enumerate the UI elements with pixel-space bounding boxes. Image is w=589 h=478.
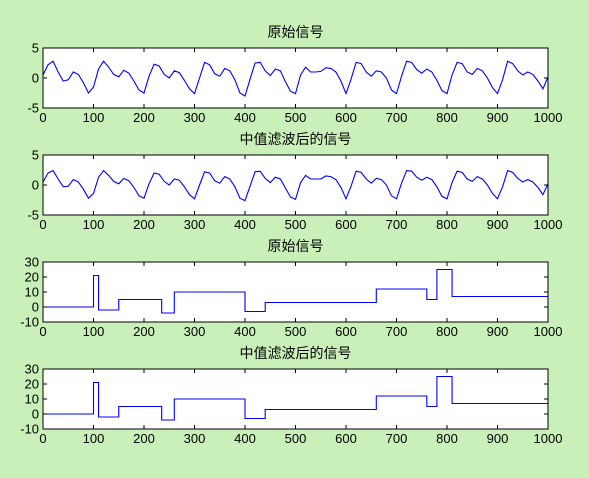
series-line bbox=[43, 169, 548, 202]
x-tick-label: 500 bbox=[285, 217, 307, 232]
series-line bbox=[43, 268, 548, 314]
y-tick-label: 10 bbox=[25, 285, 39, 300]
y-tick-label: 0 bbox=[32, 71, 39, 86]
subplot-2: 0 100 200 300 400 500 600 700 800 900 1000-505中值滤波… bbox=[27, 132, 562, 232]
axes-background bbox=[43, 48, 548, 108]
chart-title: 原始信号 bbox=[268, 25, 324, 41]
y-tick-label: 20 bbox=[25, 270, 39, 285]
y-tick-label: 0 bbox=[32, 178, 39, 193]
chart-title: 原始信号 bbox=[268, 239, 324, 255]
x-tick-label: 800 bbox=[436, 324, 458, 339]
x-tick-label: 300 bbox=[184, 324, 206, 339]
series-line bbox=[43, 375, 548, 421]
x-tick-label: 0 bbox=[39, 431, 46, 446]
x-tick-label: 300 bbox=[184, 217, 206, 232]
x-tick-label: 400 bbox=[234, 110, 256, 125]
x-tick-label: 500 bbox=[285, 324, 307, 339]
axes-background bbox=[43, 262, 548, 322]
x-tick-label: 800 bbox=[436, 431, 458, 446]
x-tick-label: 0 bbox=[39, 110, 46, 125]
x-tick-label: 700 bbox=[386, 217, 408, 232]
x-tick-label: 700 bbox=[386, 431, 408, 446]
x-tick-label: 900 bbox=[487, 431, 509, 446]
chart-title: 中值滤波后的信号 bbox=[240, 132, 352, 148]
x-tick-label: 900 bbox=[487, 324, 509, 339]
x-tick-label: 300 bbox=[184, 110, 206, 125]
x-tick-label: 900 bbox=[487, 217, 509, 232]
chart-title: 中值滤波后的信号 bbox=[240, 346, 352, 362]
y-tick-label: 30 bbox=[25, 255, 39, 270]
y-tick-label: 5 bbox=[32, 148, 39, 163]
x-tick-label: 100 bbox=[83, 217, 105, 232]
y-tick-label: -5 bbox=[27, 101, 39, 116]
x-tick-label: 0 bbox=[39, 217, 46, 232]
x-tick-label: 600 bbox=[335, 431, 357, 446]
x-tick-label: 200 bbox=[133, 217, 155, 232]
x-tick-label: 1000 bbox=[534, 217, 563, 232]
x-tick-label: 400 bbox=[234, 431, 256, 446]
y-tick-label: 20 bbox=[25, 377, 39, 392]
x-tick-label: 800 bbox=[436, 110, 458, 125]
x-tick-label: 400 bbox=[234, 324, 256, 339]
x-tick-label: 1000 bbox=[534, 110, 563, 125]
x-tick-label: 1000 bbox=[534, 324, 563, 339]
x-tick-label: 200 bbox=[133, 431, 155, 446]
x-tick-label: 700 bbox=[386, 324, 408, 339]
x-tick-label: 600 bbox=[335, 324, 357, 339]
subplot-4: 0 100 200 300 400 500 600 700 800 900 1000-1001020… bbox=[20, 346, 562, 446]
x-tick-label: 600 bbox=[335, 110, 357, 125]
y-tick-label: 5 bbox=[32, 41, 39, 56]
x-tick-label: 900 bbox=[487, 110, 509, 125]
x-tick-label: 200 bbox=[133, 110, 155, 125]
x-tick-label: 700 bbox=[386, 110, 408, 125]
y-tick-label: 0 bbox=[32, 407, 39, 422]
x-tick-label: 100 bbox=[83, 110, 105, 125]
x-tick-label: 0 bbox=[39, 324, 46, 339]
y-tick-label: 30 bbox=[25, 362, 39, 377]
axes-background bbox=[43, 369, 548, 429]
y-tick-label: 10 bbox=[25, 392, 39, 407]
axes-background bbox=[43, 155, 548, 215]
series-line bbox=[43, 60, 548, 97]
x-tick-label: 100 bbox=[83, 431, 105, 446]
x-tick-label: 1000 bbox=[534, 431, 563, 446]
x-tick-label: 500 bbox=[285, 431, 307, 446]
y-tick-label: -10 bbox=[20, 315, 39, 330]
subplot-3: 0 100 200 300 400 500 600 700 800 900 1000-1001020… bbox=[20, 239, 562, 339]
x-tick-label: 100 bbox=[83, 324, 105, 339]
x-tick-label: 400 bbox=[234, 217, 256, 232]
x-tick-label: 500 bbox=[285, 110, 307, 125]
y-tick-label: -5 bbox=[27, 208, 39, 223]
x-tick-label: 200 bbox=[133, 324, 155, 339]
x-tick-label: 600 bbox=[335, 217, 357, 232]
x-tick-label: 800 bbox=[436, 217, 458, 232]
y-tick-label: 0 bbox=[32, 300, 39, 315]
x-tick-label: 300 bbox=[184, 431, 206, 446]
y-tick-label: -10 bbox=[20, 422, 39, 437]
